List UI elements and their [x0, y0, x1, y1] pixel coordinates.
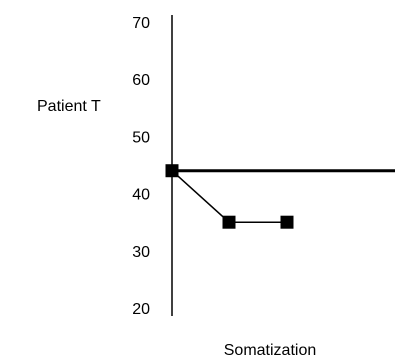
y-tick-label: 20: [132, 301, 150, 318]
data-point-marker: [280, 215, 294, 229]
x-axis-label: Somatization: [224, 342, 317, 359]
y-tick-label: 70: [132, 15, 150, 32]
y-tick-label: 50: [132, 129, 150, 146]
data-point-marker: [222, 215, 236, 229]
data-point-marker: [165, 164, 179, 178]
y-tick-label: 30: [132, 244, 150, 261]
series: [165, 164, 294, 229]
y-tick-label: 60: [132, 72, 150, 89]
series-line: [171, 170, 287, 223]
y-tick-labels: 70 60 50 40 30 20: [132, 15, 150, 318]
y-tick-label: 40: [132, 187, 150, 204]
y-axis-label: Patient T: [37, 98, 101, 115]
